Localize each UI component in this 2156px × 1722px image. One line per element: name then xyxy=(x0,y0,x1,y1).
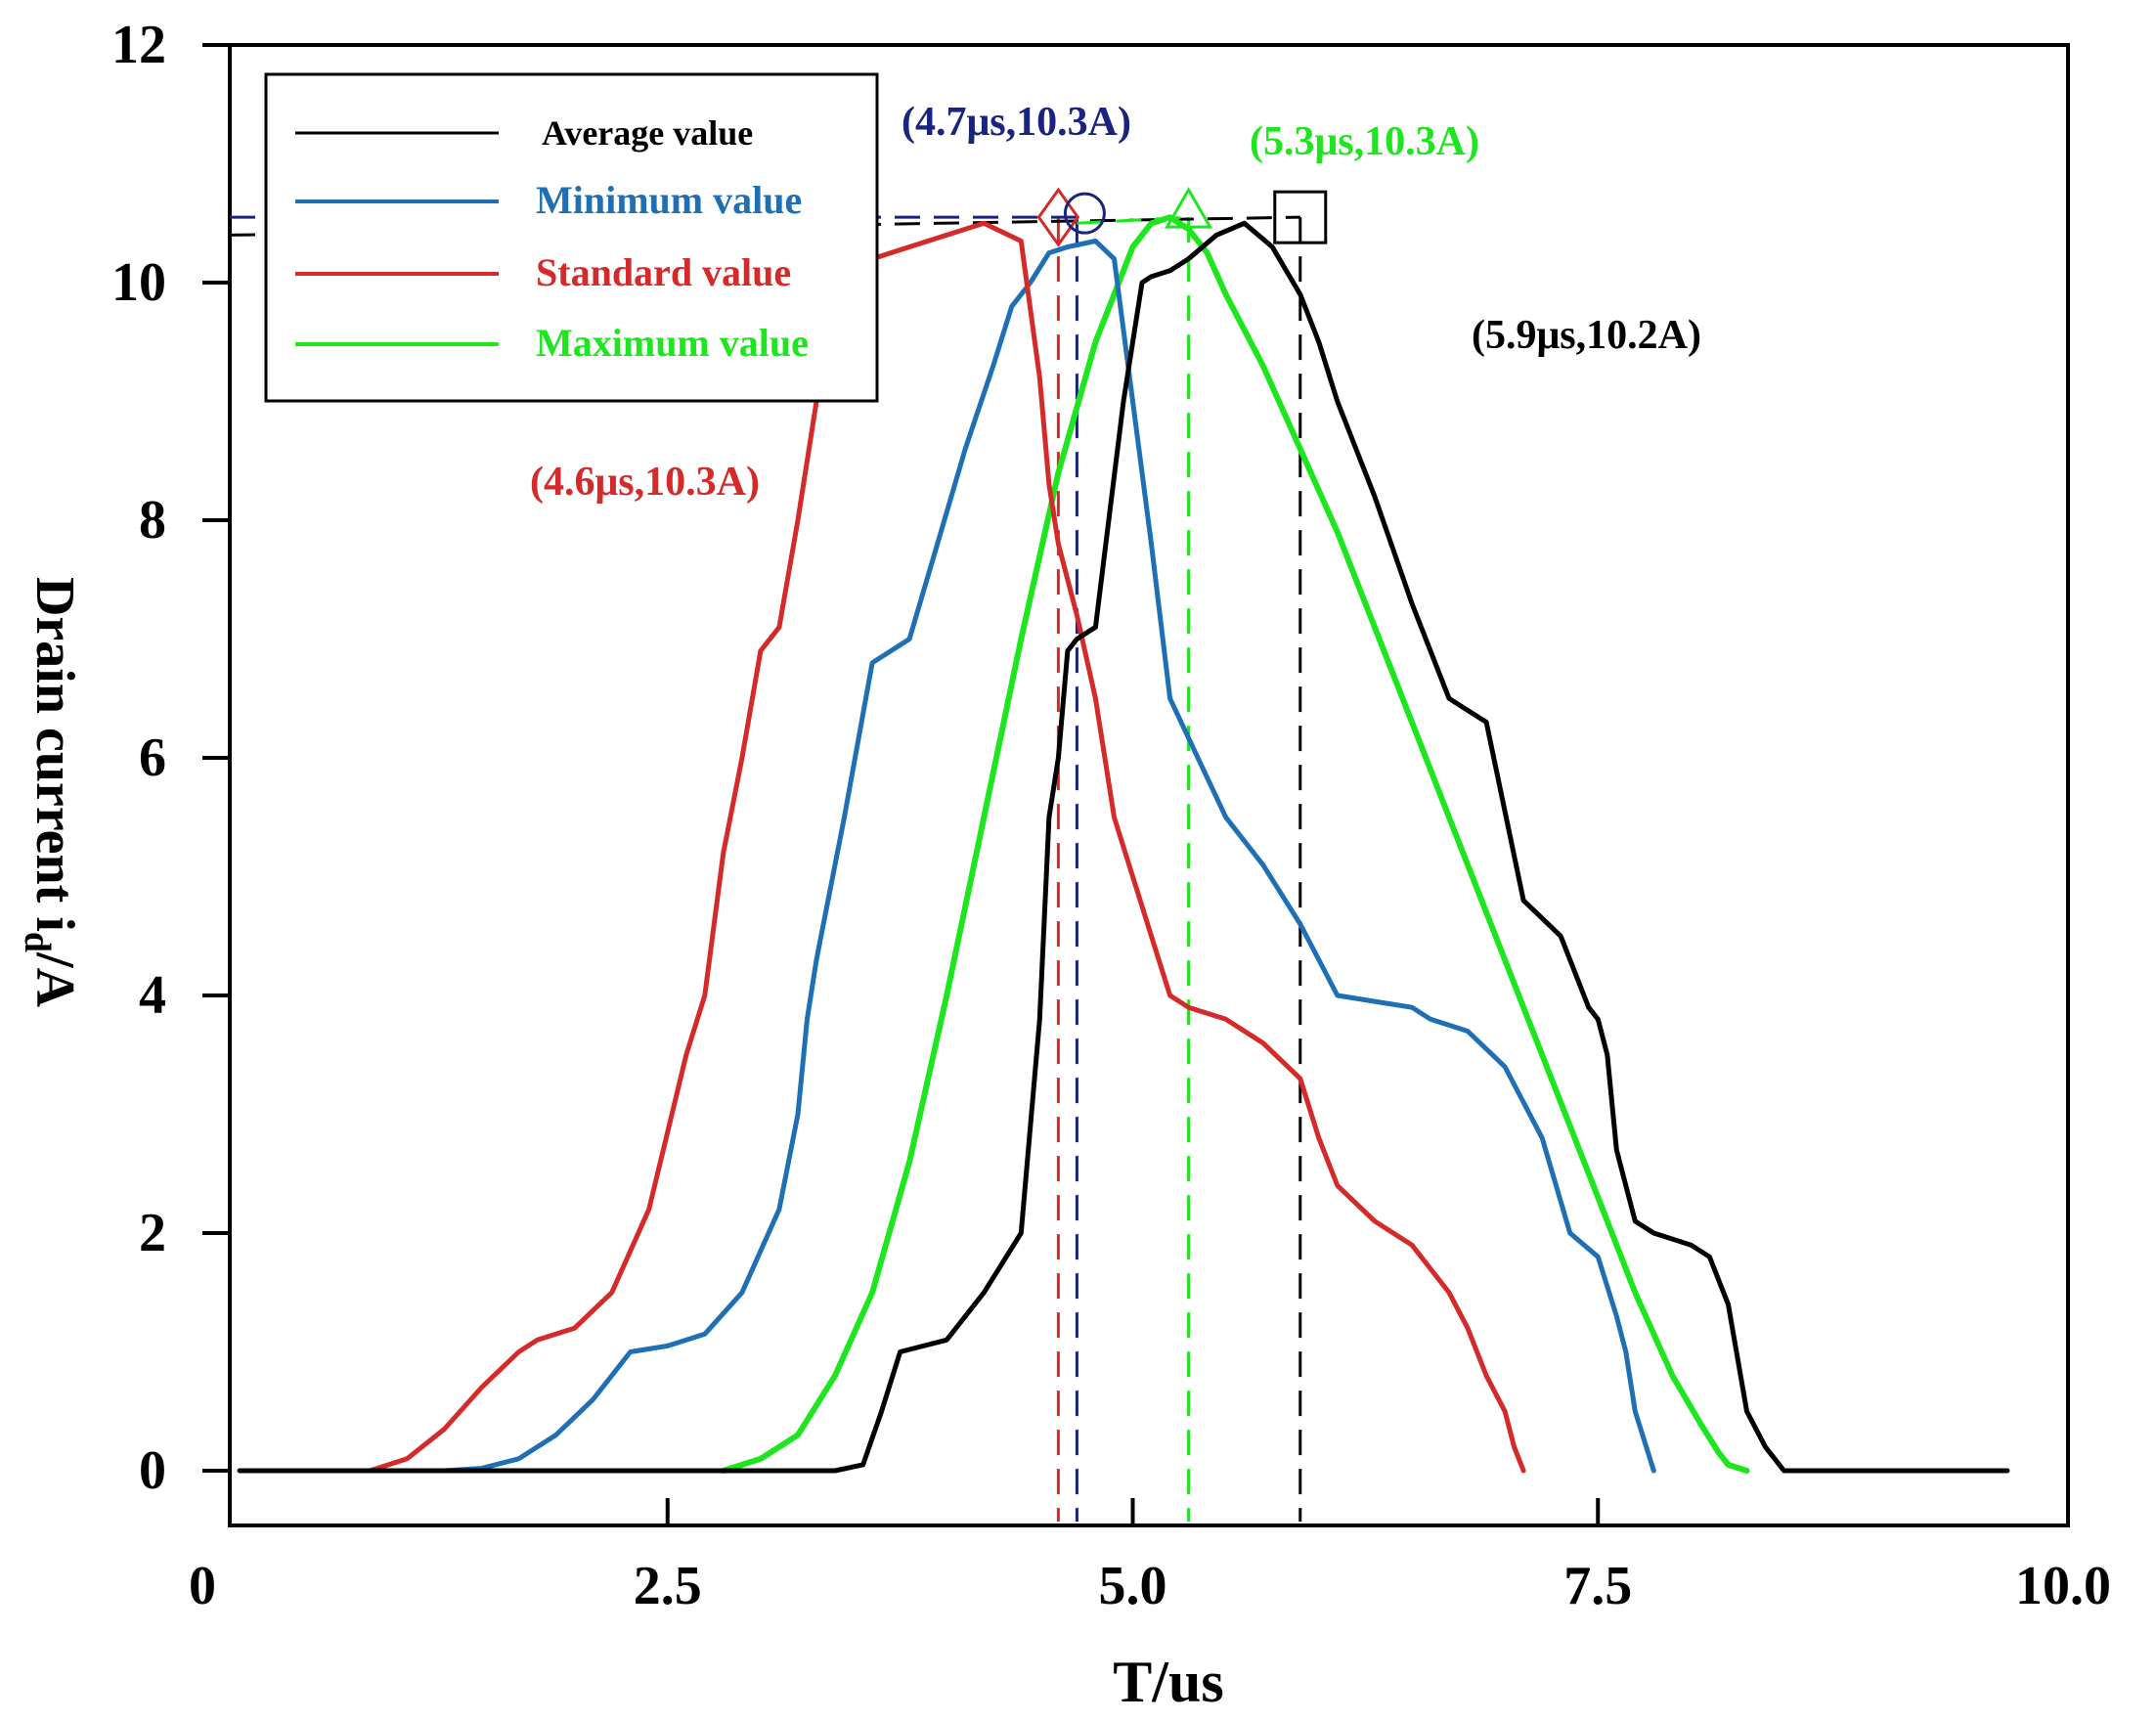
y-tick-label: 4 xyxy=(139,965,166,1026)
peak-markers xyxy=(1036,187,1328,247)
annotation-average-peak: (5.9μs,10.2A) xyxy=(1472,313,1701,358)
annotation-maximum-peak: (5.3μs,10.3A) xyxy=(1250,119,1479,164)
legend-label: Minimum value xyxy=(536,178,802,222)
marker-diamond xyxy=(1036,187,1080,247)
y-axis-title-unit: /A xyxy=(24,951,85,1008)
y-tick-label: 2 xyxy=(139,1203,166,1263)
legend-box xyxy=(264,72,879,403)
legend-label: Standard value xyxy=(536,250,791,294)
marker-triangle xyxy=(1164,187,1213,229)
y-axis-title-main: Drain current i xyxy=(24,577,85,932)
x-axis: 0 2.5 5.0 7.5 10.0 xyxy=(189,1498,2111,1616)
y-axis-title-subscript: d xyxy=(17,932,58,952)
y-axis: 0 2 4 6 8 10 12 xyxy=(111,15,230,1501)
series-line-maximum-value xyxy=(720,214,1750,1474)
y-axis-title: Drain current id/A xyxy=(17,577,85,1008)
legend-label: Average value xyxy=(542,113,753,153)
y-tick-label: 10 xyxy=(111,252,166,313)
x-tick-label: 0 xyxy=(189,1556,216,1616)
legend: Average value Minimum value Standard value… xyxy=(264,72,879,403)
y-tick-label: 8 xyxy=(139,490,166,551)
legend-label: Maximum value xyxy=(536,321,809,365)
marker-circle xyxy=(1063,192,1106,235)
annotation-minimum-peak: (4.7μs,10.3A) xyxy=(902,100,1131,145)
y-tick-label: 6 xyxy=(139,728,166,788)
x-axis-title: T/us xyxy=(1113,1650,1223,1714)
y-tick-label: 0 xyxy=(139,1440,166,1501)
series-layer xyxy=(237,214,2010,1474)
series-line-minimum-value xyxy=(441,239,1656,1474)
x-tick-label: 5.0 xyxy=(1099,1556,1167,1616)
x-tick-label: 10.0 xyxy=(2015,1556,2111,1616)
peak-guide-lines xyxy=(229,215,1302,1522)
series-line-average-value xyxy=(237,220,2010,1474)
y-tick-label: 12 xyxy=(111,15,166,75)
plot-area-frame xyxy=(228,43,2070,1527)
series-line-standard-value xyxy=(367,220,1526,1474)
marker-square xyxy=(1273,190,1328,244)
x-tick-label: 2.5 xyxy=(634,1556,702,1616)
x-tick-label: 7.5 xyxy=(1563,1556,1632,1616)
annotation-standard-peak: (4.6μs,10.3A) xyxy=(530,460,760,505)
